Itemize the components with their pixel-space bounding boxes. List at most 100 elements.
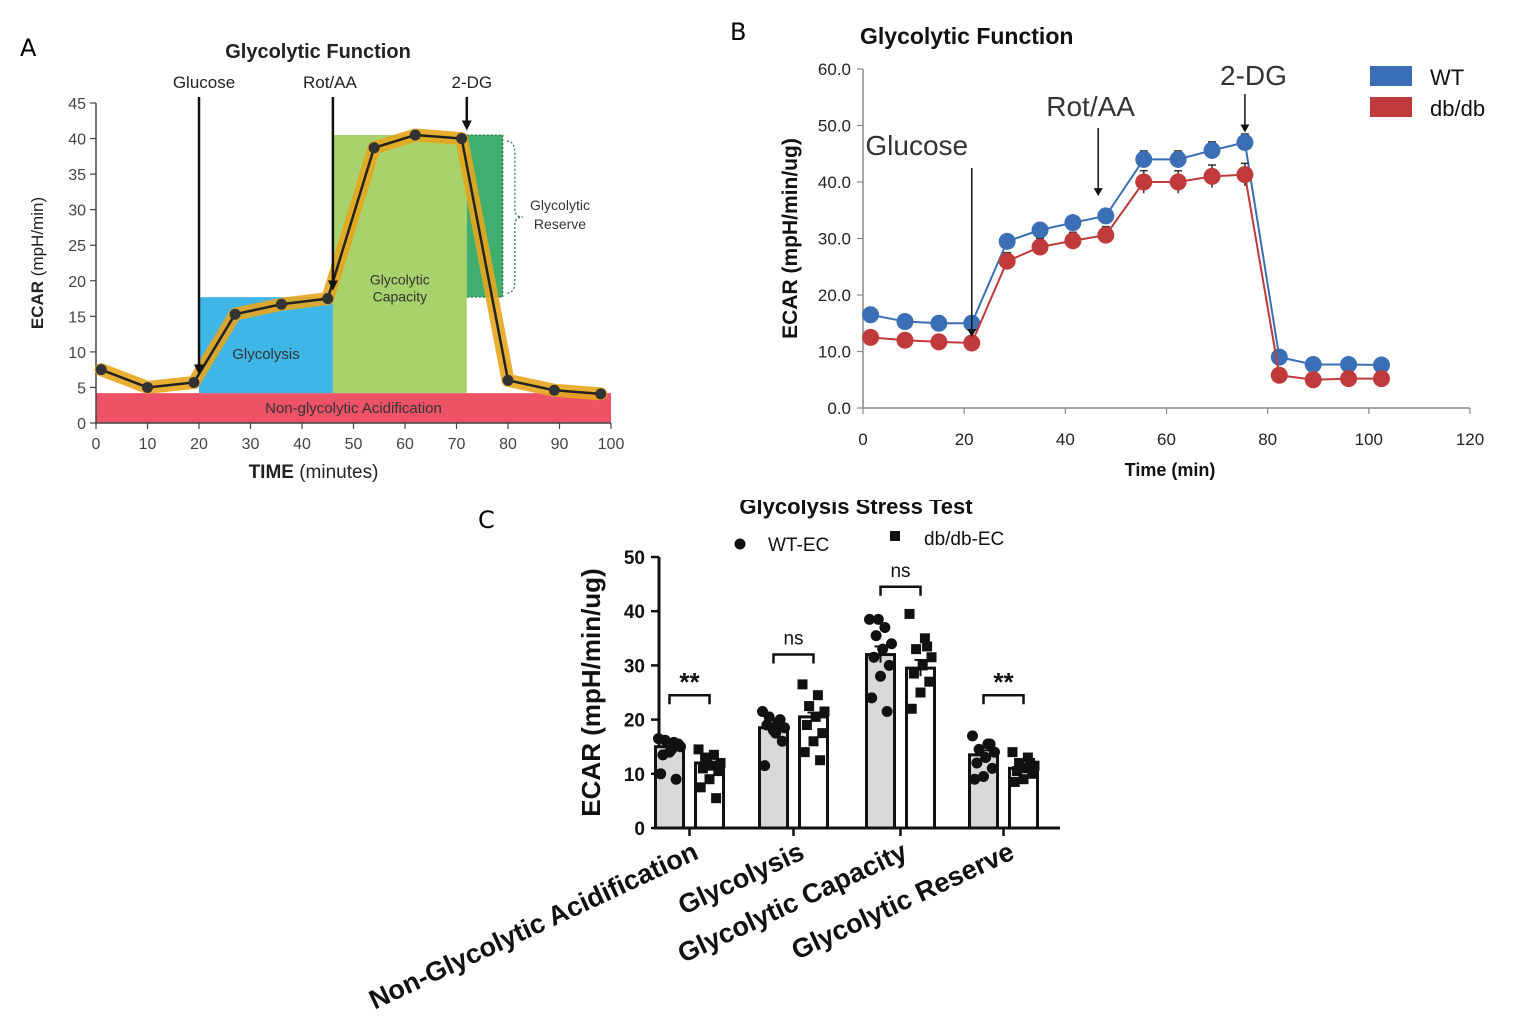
significance-bracket bbox=[668, 693, 711, 705]
injection-label: 2-DG bbox=[451, 73, 492, 92]
region-label-reserve-1: Glycolytic bbox=[530, 197, 590, 213]
dot-dbdb bbox=[804, 701, 815, 712]
x-axis-label: Time (min) bbox=[1125, 460, 1216, 480]
data-point-wt bbox=[930, 314, 948, 332]
dot-dbdb bbox=[708, 749, 719, 760]
x-tick-label: 60 bbox=[1157, 430, 1176, 449]
dot-dbdb bbox=[911, 644, 922, 655]
chart-a: Non-glycolytic Acidification Glycolysis Gl… bbox=[28, 41, 624, 483]
y-axis-label-unit: (mpH/min) bbox=[28, 197, 47, 276]
trace-point bbox=[275, 298, 287, 310]
region-label-capacity-1: Glycolytic bbox=[370, 271, 430, 287]
dot-dbdb bbox=[1007, 747, 1018, 758]
dot-wt bbox=[967, 730, 978, 742]
significance-label: ns bbox=[890, 561, 910, 582]
dot-dbdb bbox=[904, 608, 915, 619]
y-tick-label: 45 bbox=[68, 96, 86, 113]
dot-dbdb bbox=[815, 755, 826, 766]
x-tick-label: 100 bbox=[1355, 430, 1383, 449]
dot-dbdb bbox=[819, 706, 830, 717]
legend-marker-dbdb bbox=[890, 531, 900, 541]
dot-dbdb bbox=[915, 687, 926, 698]
series-line-wt bbox=[870, 141, 1382, 367]
dot-wt bbox=[774, 714, 786, 726]
legend-label-dbdb: db/db bbox=[1430, 96, 1485, 121]
data-point-wt bbox=[1236, 133, 1254, 151]
trace-point bbox=[595, 388, 607, 400]
data-point-wt bbox=[1169, 150, 1187, 168]
dot-dbdb bbox=[1014, 757, 1025, 768]
y-tick-label: 50.0 bbox=[818, 117, 851, 136]
dot-dbdb bbox=[1025, 757, 1036, 768]
significance-bracket bbox=[879, 585, 922, 596]
legend-swatch-dbdb bbox=[1370, 97, 1412, 117]
injection-label: Glucose bbox=[173, 73, 235, 92]
reserve-outline bbox=[466, 134, 504, 298]
dot-wt bbox=[776, 735, 788, 747]
dot-wt bbox=[877, 643, 889, 655]
data-point-wt bbox=[1064, 214, 1082, 232]
dot-dbdb bbox=[797, 679, 808, 690]
panel-b-label: B bbox=[730, 18, 747, 46]
dot-wt bbox=[670, 773, 682, 785]
dot-wt bbox=[973, 743, 985, 755]
significance-label: ** bbox=[679, 667, 700, 697]
dot-dbdb bbox=[922, 641, 933, 652]
x-axis-label-bold: TIME bbox=[249, 462, 300, 483]
y-tick-label: 10 bbox=[624, 765, 645, 786]
dot-dbdb bbox=[919, 633, 930, 644]
dot-wt bbox=[870, 630, 882, 642]
x-tick-label: 40 bbox=[1056, 430, 1075, 449]
region-label-glycolysis: Glycolysis bbox=[232, 346, 300, 363]
legend-swatch-wt bbox=[1370, 66, 1412, 86]
dot-dbdb bbox=[711, 793, 722, 804]
chart-a-title: Glycolytic Function bbox=[225, 41, 411, 63]
y-tick-label: 60.0 bbox=[818, 60, 851, 79]
y-tick-label: 25 bbox=[68, 238, 86, 255]
dot-wt bbox=[971, 757, 983, 769]
trace-point bbox=[456, 133, 468, 145]
reserve-brace bbox=[506, 140, 523, 294]
data-point-wt bbox=[1340, 355, 1358, 373]
trace-point bbox=[368, 142, 380, 154]
category-label: Non-Glycolytic Acidification bbox=[364, 836, 702, 1015]
data-point-dbdb bbox=[1203, 167, 1221, 185]
x-tick-label: 50 bbox=[345, 436, 363, 453]
data-point-dbdb bbox=[896, 331, 914, 349]
significance-label: ** bbox=[993, 667, 1014, 697]
annotation-arrowhead bbox=[967, 329, 977, 338]
chart-c-title: Glycolysis Stress Test bbox=[739, 500, 973, 519]
dot-wt bbox=[978, 771, 989, 783]
dot-dbdb bbox=[715, 757, 726, 768]
y-axis-label: ECAR (mpH/min) bbox=[28, 197, 47, 329]
trace-point bbox=[229, 308, 241, 320]
y-tick-label: 10 bbox=[68, 345, 86, 362]
data-point-dbdb bbox=[1135, 173, 1153, 191]
data-point-wt bbox=[862, 306, 880, 324]
x-tick-label: 10 bbox=[139, 436, 157, 453]
data-point-dbdb bbox=[1372, 370, 1390, 388]
y-tick-label: 0.0 bbox=[827, 399, 851, 418]
trace-point bbox=[409, 129, 421, 141]
dot-wt bbox=[659, 734, 671, 746]
dot-wt bbox=[886, 638, 897, 650]
dot-wt bbox=[779, 722, 790, 734]
dot-dbdb bbox=[924, 676, 935, 687]
dot-dbdb bbox=[799, 747, 810, 758]
dot-wt bbox=[664, 746, 675, 758]
dot-wt bbox=[984, 738, 996, 750]
data-point-wt bbox=[1372, 356, 1390, 374]
bar-wt bbox=[654, 745, 685, 830]
x-tick-label: 80 bbox=[1258, 430, 1277, 449]
dot-wt bbox=[986, 762, 998, 774]
dot-dbdb bbox=[1009, 776, 1020, 787]
y-tick-label: 0 bbox=[77, 416, 86, 433]
trace-point bbox=[502, 374, 514, 386]
annotation-arrowhead bbox=[1240, 124, 1250, 133]
data-point-wt bbox=[1270, 348, 1288, 366]
dot-wt bbox=[868, 651, 880, 663]
y-tick-label: 30 bbox=[624, 656, 645, 677]
dot-dbdb bbox=[801, 720, 812, 731]
dot-wt bbox=[989, 746, 1000, 758]
y-tick-label: 10.0 bbox=[818, 343, 851, 362]
